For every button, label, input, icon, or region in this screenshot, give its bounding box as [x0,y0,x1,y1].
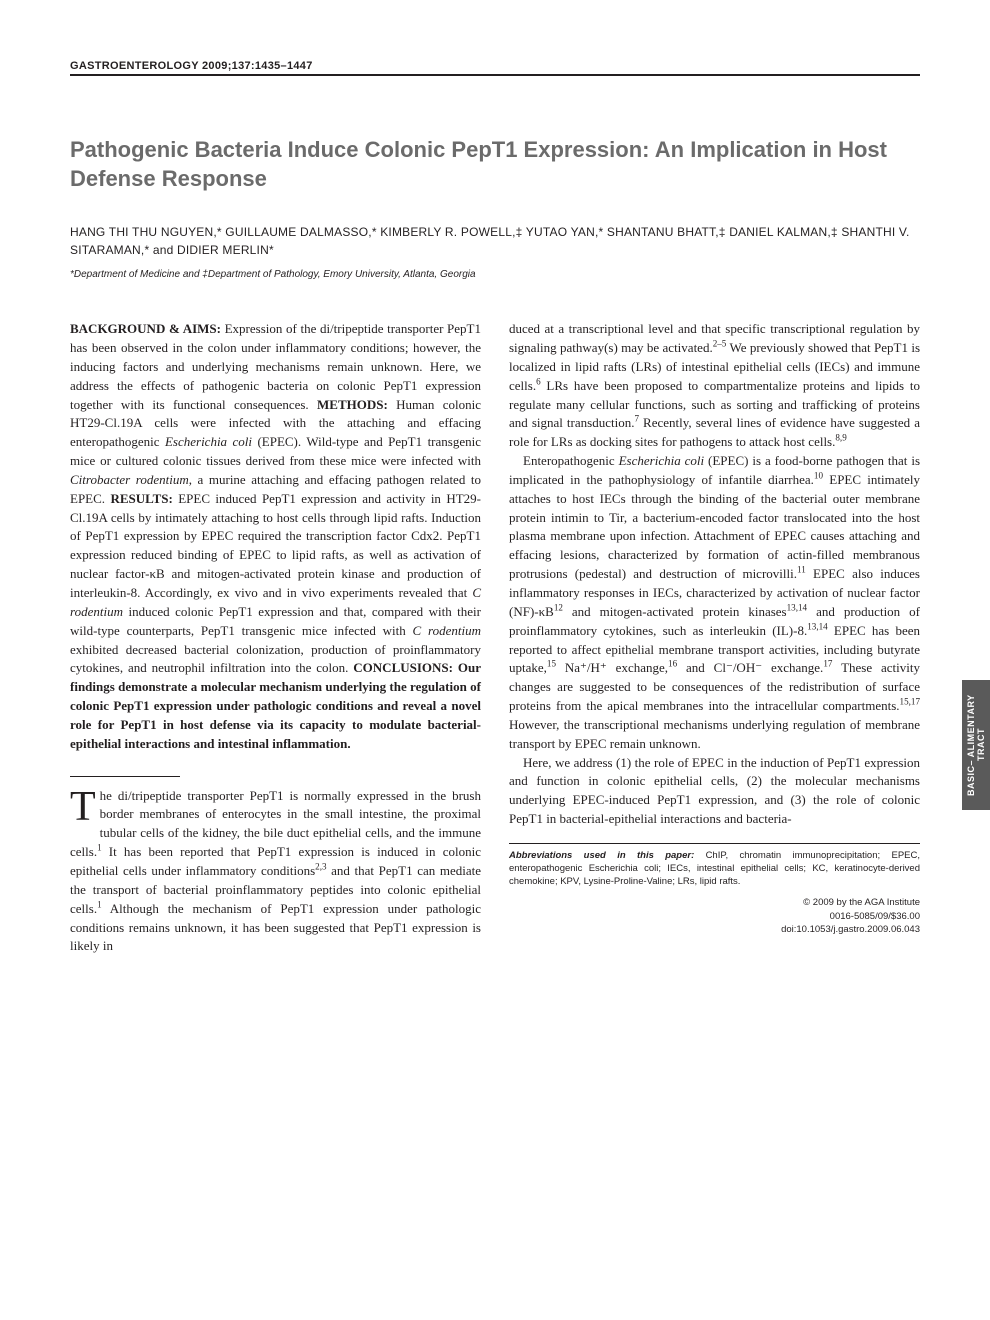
methods-italic2: Citrobacter rodentium [70,472,189,487]
ref-sup: 12 [554,603,563,613]
intro-left: The di/tripeptide transporter PepT1 is n… [70,787,481,957]
intro-p2-italic: Escherichia coli [619,453,705,468]
intro-p2k: However, the transcriptional mechanisms … [509,717,920,751]
page: GASTROENTEROLOGY 2009;137:1435–1447 Path… [0,0,990,1006]
left-column: BACKGROUND & AIMS: Expression of the di/… [70,320,481,956]
ref-sup: 13,14 [807,621,827,631]
two-column-layout: BACKGROUND & AIMS: Expression of the di/… [70,320,920,956]
results-italic2: C rodentium [413,623,481,638]
doi-line: doi:10.1053/j.gastro.2009.06.043 [509,923,920,936]
intro-p3: Here, we address (1) the role of EPEC in… [509,755,920,827]
results-text: EPEC induced PepT1 expression and activi… [70,491,481,600]
background-label: BACKGROUND & AIMS: [70,321,221,336]
ref-sup: 2–5 [713,339,727,349]
abbrev-label: Abbreviations used in this paper: [509,850,694,861]
intro-p2i: and Cl⁻/OH⁻ exchange. [677,660,823,675]
separator-rule [70,776,180,777]
ref-sup: 8,9 [835,433,846,443]
copyright-block: © 2009 by the AGA Institute 0016-5085/09… [509,896,920,936]
ref-sup: 10 [814,471,823,481]
intro-p2a: Enteropathogenic [523,453,619,468]
right-column: duced at a transcriptional level and tha… [509,320,920,956]
intro-p1d: Although the mechanism of PepT1 expressi… [70,901,481,954]
results-label: RESULTS: [110,491,172,506]
article-title: Pathogenic Bacteria Induce Colonic PepT1… [70,136,920,193]
abstract: BACKGROUND & AIMS: Expression of the di/… [70,320,481,753]
ref-sup: 2,3 [315,862,326,872]
copyright-line: © 2009 by the AGA Institute [509,896,920,909]
intro-p2c: EPEC intimately attaches to host IECs th… [509,472,920,581]
methods-italic: Escherichia coli [165,434,252,449]
conclusions-label: CONCLUSIONS: [353,660,453,675]
header-rule [70,74,920,76]
dropcap: T [70,787,100,826]
ref-sup: 11 [797,565,806,575]
methods-label: METHODS: [317,397,388,412]
intro-p2h: Na⁺/H⁺ exchange, [556,660,668,675]
footnote-rule [509,843,920,844]
ref-sup: 16 [668,659,677,669]
affiliations: *Department of Medicine and ‡Department … [70,269,920,280]
intro-right: duced at a transcriptional level and tha… [509,320,920,829]
journal-header: GASTROENTEROLOGY 2009;137:1435–1447 [70,60,920,72]
ref-sup: 15,17 [900,697,920,707]
ref-sup: 15 [547,659,556,669]
issn-line: 0016-5085/09/$36.00 [509,910,920,923]
author-list: HANG THI THU NGUYEN,* GUILLAUME DALMASSO… [70,223,920,259]
intro-p2e: and mitogen-activated protein kinases [563,604,787,619]
ref-sup: 13,14 [787,603,807,613]
abbreviations-footnote: Abbreviations used in this paper: ChIP, … [509,850,920,888]
